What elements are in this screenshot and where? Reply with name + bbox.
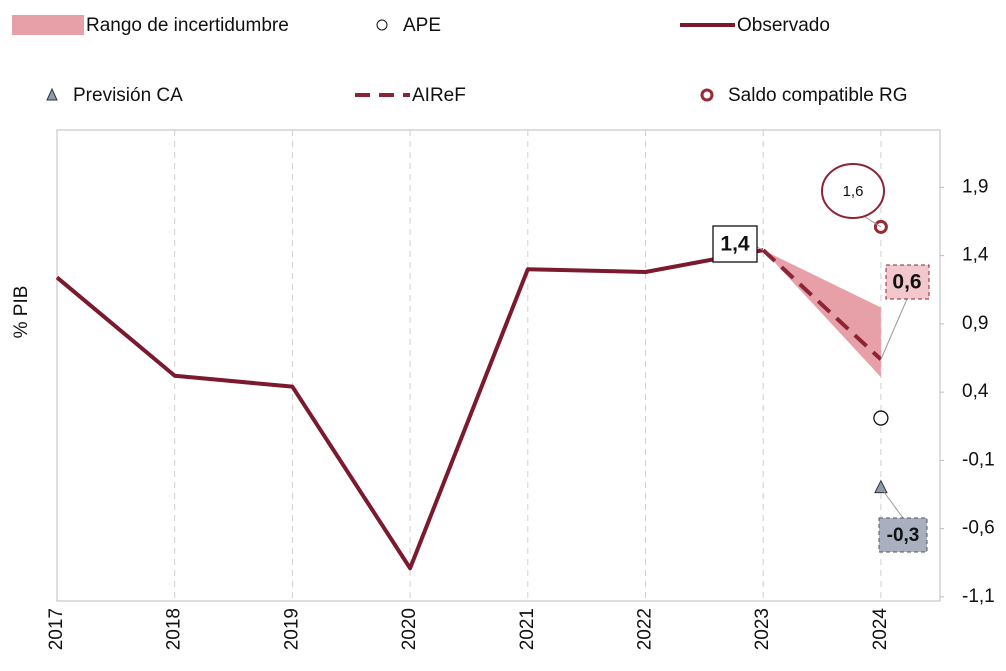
legend-label: AIReF [412, 85, 466, 106]
ca-marker [874, 479, 888, 494]
data-label: 1,4 [720, 233, 750, 256]
y-tick-label: 1,9 [962, 176, 988, 197]
uncertainty-band [763, 250, 881, 378]
x-tick-label: 2017 [46, 608, 67, 650]
airef-line [761, 248, 883, 361]
ape-marker [873, 410, 889, 426]
label-box [712, 225, 758, 263]
x-tick-label: 2019 [281, 608, 302, 650]
legend-label: Previsión CA [73, 85, 183, 106]
leader-line [880, 298, 908, 360]
x-tick-label: 2018 [164, 608, 185, 650]
legend-swatch [46, 87, 58, 101]
y-tick-label: -0,1 [962, 449, 995, 470]
legend-label: APE [403, 15, 441, 36]
label-ellipse [821, 163, 885, 219]
x-tick-label: 2024 [870, 608, 891, 651]
legend-swatch [700, 88, 714, 102]
plot-area [56, 129, 941, 602]
y-tick-label: 1,4 [962, 245, 989, 266]
legend-label: Saldo compatible RG [728, 85, 908, 106]
label-box [878, 517, 928, 553]
legend-label: Observado [737, 15, 830, 36]
legend-label: Rango de incertidumbre [86, 15, 289, 36]
label-box [885, 264, 930, 300]
y-tick-label: 0,9 [962, 313, 988, 334]
legend-swatch [12, 15, 84, 35]
data-label: 0,6 [892, 271, 921, 294]
x-tick-label: 2020 [399, 608, 420, 650]
observed-line [55, 248, 764, 571]
x-tick-label: 2021 [517, 608, 538, 650]
y-tick-label: 0,4 [962, 381, 989, 402]
x-tick-label: 2023 [752, 608, 773, 650]
y-tick-label: -0,6 [962, 518, 995, 539]
x-tick-label: 2022 [635, 608, 656, 650]
leader-line [880, 487, 904, 519]
y-axis-label: % PIB [11, 286, 32, 339]
legend-swatch [376, 19, 388, 31]
y-tick-label: -1,1 [962, 586, 995, 607]
data-label: -0,3 [887, 525, 920, 546]
data-label: 1,6 [843, 183, 864, 200]
